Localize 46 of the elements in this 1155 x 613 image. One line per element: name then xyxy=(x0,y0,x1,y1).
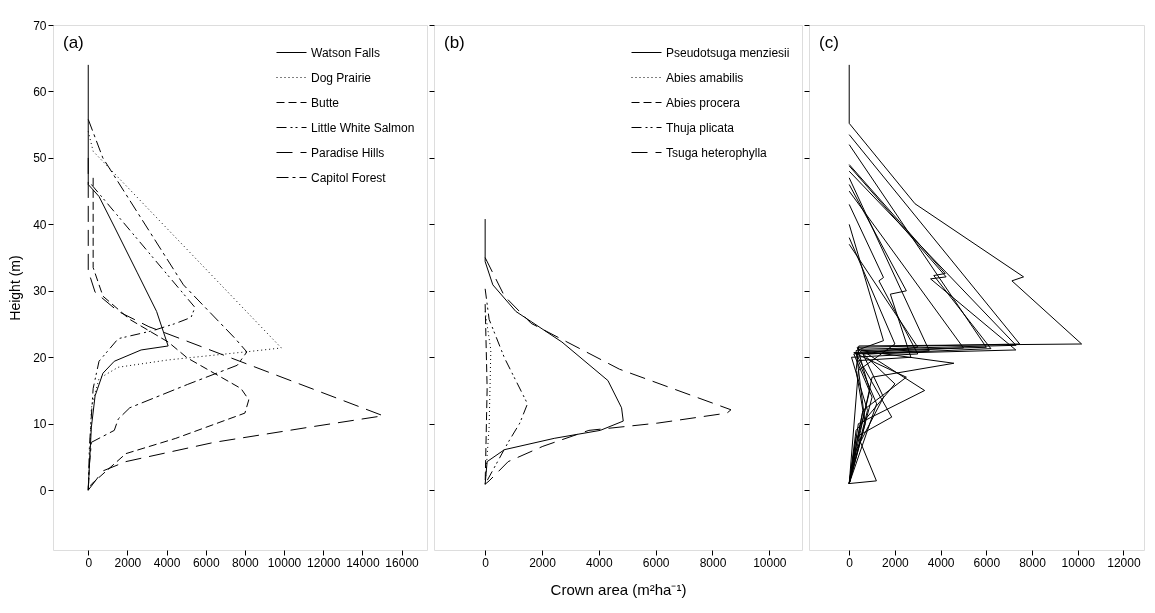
legend-label: Abies procera xyxy=(666,95,741,110)
x-tick-label: 2000 xyxy=(114,555,142,570)
x-tick-label: 6000 xyxy=(973,555,1001,570)
x-tick-label: 4000 xyxy=(927,555,955,570)
x-tick-label: 2000 xyxy=(882,555,910,570)
y-tick-label: 40 xyxy=(33,217,47,232)
y-axis-title: Height (m) xyxy=(7,255,24,321)
x-tick-label: 8000 xyxy=(1019,555,1047,570)
x-tick-label: 10000 xyxy=(1061,555,1096,570)
y-tick-label: 10 xyxy=(33,417,47,432)
x-tick-label: 0 xyxy=(482,555,490,570)
annotation: (b) xyxy=(444,33,465,52)
y-tick-label: 0 xyxy=(39,483,47,498)
y-tick-label: 70 xyxy=(33,18,47,33)
x-tick-label: 0 xyxy=(846,555,854,570)
x-tick-label: 0 xyxy=(85,555,93,570)
legend-label: Abies amabilis xyxy=(666,70,744,85)
x-axis-title: Crown area (m²ha⁻¹) xyxy=(550,580,687,598)
y-tick-label: 50 xyxy=(33,151,47,166)
x-tick-label: 2000 xyxy=(529,555,557,570)
x-tick-label: 4000 xyxy=(585,555,613,570)
x-tick-label: 14000 xyxy=(346,555,380,570)
x-tick-label: 8000 xyxy=(232,555,260,570)
x-tick-label: 12000 xyxy=(1107,555,1141,570)
x-tick-label: 10000 xyxy=(267,555,302,570)
legend-label: Dog Prairie xyxy=(311,70,372,85)
legend-label: Pseudotsuga menziesii xyxy=(666,45,790,60)
x-tick-label: 12000 xyxy=(307,555,341,570)
x-tick-label: 6000 xyxy=(192,555,220,570)
y-tick-label: 30 xyxy=(33,284,47,299)
x-tick-label: 6000 xyxy=(642,555,670,570)
y-tick-label: 20 xyxy=(33,350,47,365)
legend-label: Tsuga heterophylla xyxy=(666,145,768,160)
legend-label: Capitol Forest xyxy=(311,170,387,185)
x-tick-label: 10000 xyxy=(753,555,787,570)
x-tick-label: 8000 xyxy=(699,555,727,570)
legend-label: Thuja plicata xyxy=(666,120,735,135)
y-tick-label: 60 xyxy=(33,84,47,99)
legend-label: Little White Salmon xyxy=(311,120,415,135)
legend-label: Butte xyxy=(311,95,340,110)
annotation: (c) xyxy=(819,33,839,52)
x-tick-label: 16000 xyxy=(385,555,420,570)
legend-label: Paradise Hills xyxy=(311,145,385,160)
x-tick-label: 4000 xyxy=(153,555,181,570)
annotation: (a) xyxy=(63,33,84,52)
legend-label: Watson Falls xyxy=(311,45,380,60)
